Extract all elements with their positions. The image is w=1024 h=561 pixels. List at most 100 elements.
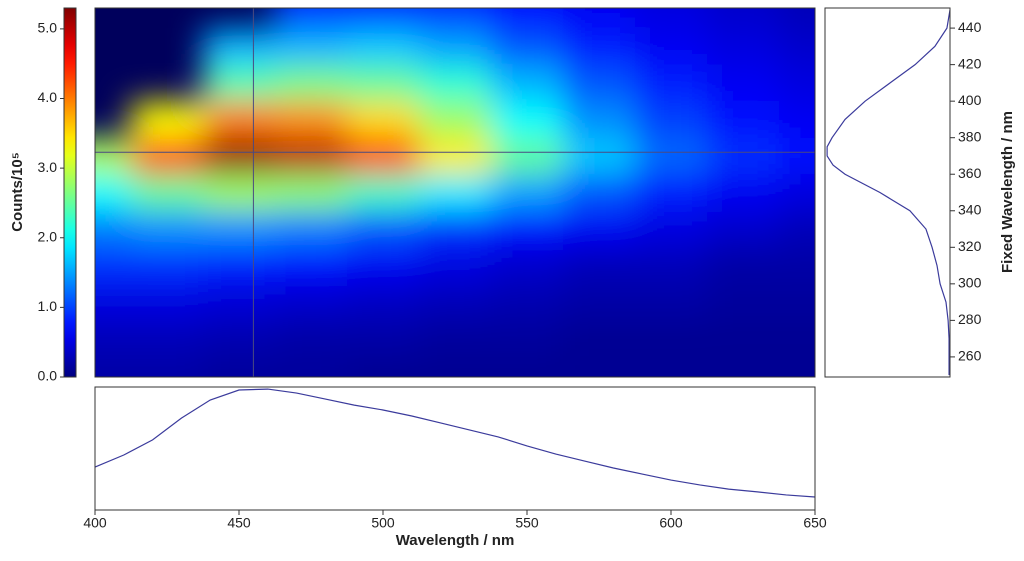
heatmap-cell xyxy=(203,247,275,284)
heatmap xyxy=(95,8,815,377)
heatmap-cell xyxy=(707,8,779,29)
heatmap-cell xyxy=(635,356,707,377)
y-tick-label: 400 xyxy=(958,92,982,108)
y-tick-label: 320 xyxy=(958,238,982,254)
x-tick-label: 450 xyxy=(227,515,251,531)
heatmap-cell xyxy=(275,356,347,377)
heatmap-cell xyxy=(95,356,131,377)
heatmap-cell xyxy=(707,320,779,357)
heatmap-cell xyxy=(347,174,419,211)
heatmap-cell xyxy=(779,64,815,102)
heatmap-cell xyxy=(707,64,779,102)
heatmap-cell xyxy=(203,356,275,377)
heatmap-cell xyxy=(347,28,419,65)
heatmap-cell xyxy=(275,137,347,175)
heatmap-cell xyxy=(419,283,491,321)
heatmap-cell xyxy=(419,247,491,284)
heatmap-cell xyxy=(203,174,275,211)
heatmap-cell xyxy=(347,8,419,29)
heatmap-cell xyxy=(95,320,131,357)
heatmap-cell xyxy=(779,101,815,138)
heatmap-cell xyxy=(275,174,347,211)
heatmap-cell xyxy=(491,356,563,377)
heatmap-cell xyxy=(491,210,563,248)
heatmap-cell xyxy=(95,174,131,211)
heatmap-cell xyxy=(635,137,707,175)
heatmap-cell xyxy=(491,320,563,357)
heatmap-cell xyxy=(419,8,491,29)
heatmap-cell xyxy=(419,28,491,65)
y-tick-label: 360 xyxy=(958,165,982,181)
heatmap-cell xyxy=(419,64,491,102)
heatmap-cell xyxy=(779,8,815,29)
heatmap-cell xyxy=(203,283,275,321)
heatmap-cell xyxy=(491,8,563,29)
heatmap-cell xyxy=(347,320,419,357)
x-tick-label: 400 xyxy=(83,515,107,531)
heatmap-cell xyxy=(419,210,491,248)
emission-spectrum xyxy=(94,388,816,498)
heatmap-cell xyxy=(131,283,203,321)
emission-frame xyxy=(94,386,816,511)
colorbar-tick-label: 3.0 xyxy=(38,159,58,175)
heatmap-cell xyxy=(707,174,779,211)
heatmap-cell xyxy=(275,210,347,248)
heatmap-cell xyxy=(419,137,491,175)
heatmap-cell xyxy=(779,28,815,65)
heatmap-cell xyxy=(203,137,275,175)
heatmap-cell xyxy=(779,247,815,284)
heatmap-cell xyxy=(131,247,203,284)
heatmap-cell xyxy=(491,28,563,65)
heatmap-cell xyxy=(635,320,707,357)
heatmap-cell xyxy=(347,356,419,377)
heatmap-cell xyxy=(491,137,563,175)
x-tick-label: 500 xyxy=(371,515,395,531)
heatmap-cell xyxy=(563,28,635,65)
x-axis-label: Wavelength / nm xyxy=(396,532,515,549)
heatmap-cell xyxy=(491,101,563,138)
heatmap-cell xyxy=(419,101,491,138)
colorbar xyxy=(63,7,77,378)
heatmap-cell xyxy=(203,320,275,357)
heatmap-cell xyxy=(131,210,203,248)
heatmap-cell xyxy=(131,356,203,377)
colorbar-label: Counts/10⁵ xyxy=(9,152,26,232)
heatmap-cell xyxy=(203,210,275,248)
heatmap-cell xyxy=(635,64,707,102)
heatmap-cell xyxy=(491,283,563,321)
y-tick-label: 280 xyxy=(958,311,982,327)
excitation-frame xyxy=(824,7,951,378)
heatmap-cell xyxy=(635,101,707,138)
heatmap-cell xyxy=(347,137,419,175)
heatmap-cell xyxy=(707,101,779,138)
heatmap-cell xyxy=(635,174,707,211)
heatmap-cell xyxy=(275,28,347,65)
heatmap-cell xyxy=(347,210,419,248)
heatmap-cell xyxy=(779,210,815,248)
heatmap-cell xyxy=(131,101,203,138)
heatmap-cell xyxy=(203,101,275,138)
heatmap-cell xyxy=(563,320,635,357)
heatmap-cell xyxy=(707,210,779,248)
heatmap-cell xyxy=(635,283,707,321)
y-tick-label: 340 xyxy=(958,201,982,217)
y-tick-label: 420 xyxy=(958,55,982,71)
heatmap-cell xyxy=(563,356,635,377)
heatmap-cell xyxy=(131,320,203,357)
heatmap-cell xyxy=(635,210,707,248)
heatmap-cell xyxy=(275,8,347,29)
heatmap-cell xyxy=(95,247,131,284)
map-frame xyxy=(94,7,816,378)
heatmap-cell xyxy=(419,320,491,357)
heatmap-cell xyxy=(95,137,131,175)
heatmap-cell xyxy=(563,210,635,248)
heatmap-cell xyxy=(131,174,203,211)
heatmap-cell xyxy=(203,64,275,102)
heatmap-cell xyxy=(275,101,347,138)
heatmap-cell xyxy=(563,283,635,321)
y-tick-label: 300 xyxy=(958,275,982,291)
heatmap-cell xyxy=(563,64,635,102)
heatmap-cell xyxy=(707,356,779,377)
heatmap-cell xyxy=(95,283,131,321)
